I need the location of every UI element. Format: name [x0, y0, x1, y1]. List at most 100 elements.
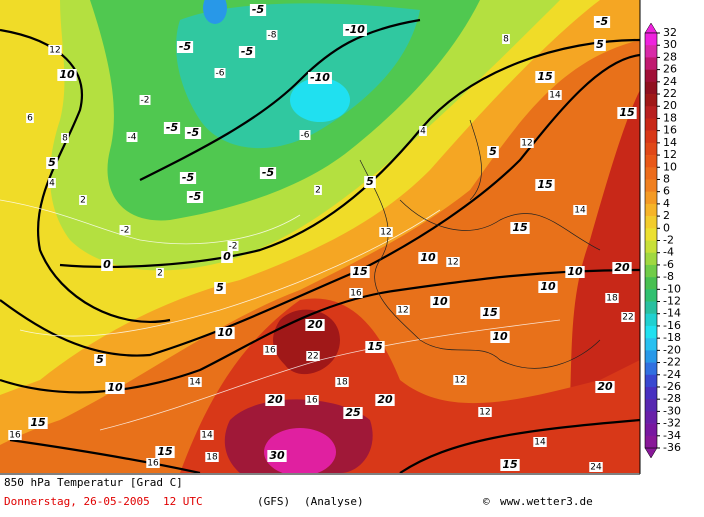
color-segment — [645, 362, 657, 376]
color-segment — [645, 142, 657, 156]
contour-label: 25 — [345, 406, 361, 419]
isotherm-label: 2 — [157, 269, 163, 279]
isotherm-label: 18 — [336, 378, 348, 388]
isotherm-label-bg — [305, 395, 319, 405]
colorbar-tick-label: 12 — [663, 148, 677, 161]
color-segment — [645, 325, 657, 339]
contour-label-bg — [487, 146, 499, 158]
isotherm-label-bg — [200, 430, 214, 440]
contour-label-bg — [184, 127, 202, 139]
isotherm-label: -6 — [301, 131, 310, 141]
contour-label-bg — [535, 179, 555, 191]
color-segment — [645, 106, 657, 119]
isotherm-label: 14 — [189, 378, 201, 388]
contour-label-bg — [46, 157, 58, 169]
site: www.wetter3.de — [500, 495, 593, 508]
contour-label: -5 — [596, 15, 609, 28]
contour-label-bg — [375, 394, 395, 406]
isotherm-label-bg — [299, 130, 311, 140]
contour-label: 15 — [619, 106, 635, 119]
contour-label-bg — [163, 122, 181, 134]
colorbar-tick-label: -32 — [663, 417, 681, 430]
contour-label-bg — [186, 191, 204, 203]
contour-label-bg — [28, 417, 48, 429]
contour-label: -5 — [166, 121, 179, 134]
contour-label: -5 — [241, 45, 254, 58]
isotherm-label-bg — [478, 407, 492, 417]
color-segment — [645, 399, 657, 412]
isotherm-label: -2 — [141, 96, 150, 106]
contour-label: 15 — [537, 178, 553, 191]
contour-label: 15 — [482, 306, 498, 319]
isotherm-label: 2 — [80, 196, 86, 206]
contour-label: -5 — [179, 40, 192, 53]
colorbar-tick-label: 0 — [663, 221, 670, 234]
color-segment — [645, 435, 657, 449]
color-segment — [645, 338, 657, 351]
isotherm-label: 12 — [49, 46, 60, 56]
contour-label: 0 — [103, 258, 111, 271]
isotherm-label-bg — [533, 437, 547, 447]
color-segment — [645, 228, 657, 241]
isotherm-label-bg — [306, 351, 320, 361]
contour-label: 15 — [157, 445, 173, 458]
isotherm-label: 4 — [420, 127, 426, 137]
colorbar-top-arrow — [644, 22, 658, 34]
isotherm-label: 8 — [503, 35, 509, 45]
contour-label-bg — [594, 39, 606, 51]
isotherm-label: -2 — [121, 226, 130, 236]
contour-label: -5 — [262, 166, 275, 179]
isotherm-label: 18 — [206, 453, 218, 463]
colorbar-tick-label: 24 — [663, 75, 677, 88]
contour-label: 5 — [489, 145, 497, 158]
isotherm-label: 16 — [264, 346, 276, 356]
colorbar-tick-label: 28 — [663, 50, 677, 63]
contour-label-bg — [364, 176, 376, 188]
isotherm-label-bg — [502, 34, 510, 44]
color-segment — [645, 313, 657, 327]
contour-label: -10 — [345, 23, 365, 36]
contour-label: -5 — [182, 171, 195, 184]
contour-label-bg — [238, 46, 256, 58]
isotherm-label: 16 — [147, 459, 159, 469]
colorbar-tick-label: -16 — [663, 319, 681, 332]
isotherm-label-bg — [349, 288, 363, 298]
contour-label: 10 — [217, 326, 233, 339]
color-segment — [645, 81, 657, 95]
isotherm-label-bg — [379, 227, 393, 237]
contour-label: 30 — [269, 449, 285, 462]
isotherm-label: 12 — [380, 228, 391, 238]
isotherm-label-bg — [156, 268, 164, 278]
contour-label: 10 — [540, 280, 556, 293]
contour-label: 10 — [59, 68, 75, 81]
isotherm-label: -2 — [229, 242, 238, 252]
color-segment — [645, 167, 657, 180]
contour-label-bg — [565, 266, 585, 278]
contour-label-bg — [418, 252, 438, 264]
isotherm-label-bg — [453, 375, 467, 385]
map-date: Donnerstag, 26-05-2005 12 UTC — [4, 495, 203, 508]
colorbar-tick-label: -12 — [663, 295, 681, 308]
contour-label: 20 — [267, 393, 283, 406]
contour-label-bg — [176, 41, 194, 53]
color-segment — [645, 57, 657, 70]
isotherm-label-bg — [8, 430, 22, 440]
isotherm-label-bg — [419, 126, 427, 136]
colorbar-tick-label: -22 — [663, 356, 681, 369]
colorbar-tick-label: -24 — [663, 368, 681, 381]
isotherm-label: 12 — [447, 258, 458, 268]
isotherm-label: 4 — [49, 179, 55, 189]
isotherm-label-bg — [26, 113, 34, 123]
colorbar-tick-label: 30 — [663, 38, 677, 51]
contour-label-bg — [535, 71, 555, 83]
color-segment — [645, 216, 657, 229]
copyright: © — [483, 495, 490, 508]
contour-label-bg — [155, 446, 175, 458]
color-segment — [645, 374, 657, 388]
isotherm-label-bg — [589, 462, 603, 472]
isotherm-label-bg — [573, 205, 587, 215]
colorbar-tick-label: -34 — [663, 429, 681, 442]
color-segment — [645, 350, 657, 363]
colorbar-bottom-arrow — [644, 447, 658, 459]
isotherm-label: 14 — [534, 438, 546, 448]
